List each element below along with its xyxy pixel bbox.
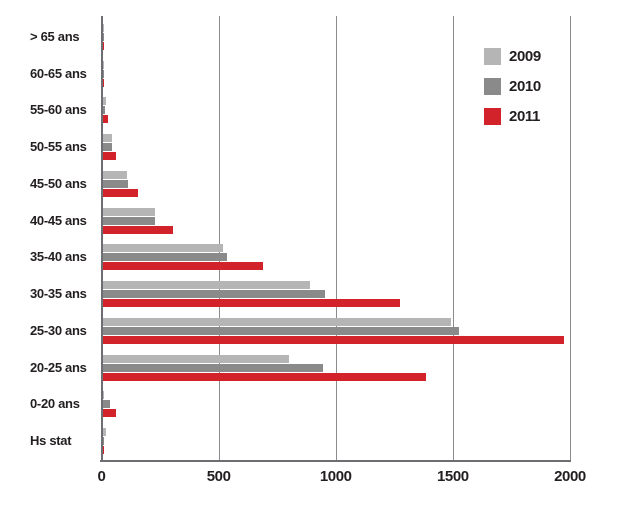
bar-2009	[102, 391, 104, 400]
category-label: 55-60 ans	[30, 102, 87, 118]
legend-item-2010: 2010	[484, 78, 541, 95]
bar-2009	[102, 244, 224, 253]
bar-2010	[102, 179, 129, 188]
bar-2009	[102, 207, 156, 216]
bar-2010	[102, 326, 459, 335]
category-label: 60-65 ans	[30, 65, 87, 81]
bar-2009	[102, 428, 107, 437]
bar-2011	[102, 188, 138, 197]
category-label: 25-30 ans	[30, 322, 87, 338]
legend-label-2010: 2010	[509, 78, 541, 95]
legend-label-2011: 2011	[509, 108, 540, 125]
bar-2010	[102, 400, 111, 409]
bar-2009	[102, 134, 113, 143]
legend-item-2009: 2009	[484, 48, 541, 65]
bar-2011	[102, 299, 401, 308]
bar-2009	[102, 354, 289, 363]
bar-2009	[102, 170, 127, 179]
bar-2010	[102, 253, 227, 262]
bar-2010	[102, 143, 112, 152]
bar-2010	[102, 106, 106, 115]
x-tick-label: 2000	[554, 468, 586, 485]
gridline-1500	[452, 16, 454, 460]
bar-2010	[102, 69, 104, 78]
bar-2011	[102, 152, 116, 161]
category-label: 0-20 ans	[30, 396, 80, 412]
y-axis-line	[100, 16, 103, 462]
bar-2009	[102, 281, 310, 290]
gridline-1000	[335, 16, 337, 460]
bar-2009	[102, 97, 107, 106]
category-label: 35-40 ans	[30, 249, 87, 265]
category-label: > 65 ans	[30, 29, 80, 44]
bar-2011	[102, 225, 173, 234]
category-label: Hs stat	[30, 433, 72, 449]
bar-2010	[102, 216, 156, 225]
category-label: 45-50 ans	[30, 175, 87, 191]
category-label: 50-55 ans	[30, 139, 87, 155]
category-label: 40-45 ans	[30, 212, 87, 228]
legend-swatch-2009	[484, 48, 501, 65]
x-axis-line	[99, 460, 571, 462]
bar-2011	[102, 372, 426, 381]
gridline-2000	[570, 16, 571, 460]
bar-2011	[102, 335, 565, 344]
x-tick-label: 1500	[436, 468, 469, 485]
legend-label-2009: 2009	[509, 48, 541, 65]
bar-2009	[102, 24, 104, 32]
bar-2011	[102, 42, 104, 50]
bar-2009	[102, 317, 451, 326]
category-label: 30-35 ans	[30, 286, 87, 302]
x-tick-label: 1000	[319, 468, 352, 485]
bar-2010	[102, 290, 326, 299]
bar-2009	[102, 60, 104, 69]
legend: 2009 2010 2011	[484, 48, 541, 138]
legend-swatch-2011	[484, 108, 501, 125]
legend-swatch-2010	[484, 78, 501, 95]
category-label: 20-25 ans	[30, 359, 87, 375]
bar-2010	[102, 33, 104, 41]
x-tick-label: 500	[206, 468, 231, 485]
bar-2011	[102, 78, 104, 87]
legend-item-2011: 2011	[484, 108, 541, 125]
bar-2010	[102, 363, 323, 372]
bar-2011	[102, 262, 264, 271]
bar-2011	[102, 409, 117, 418]
gridline-500	[218, 16, 220, 460]
bar-2011	[102, 115, 108, 124]
x-tick-label: 0	[97, 468, 106, 485]
bar-2011	[102, 446, 104, 455]
bar-2010	[102, 437, 105, 446]
